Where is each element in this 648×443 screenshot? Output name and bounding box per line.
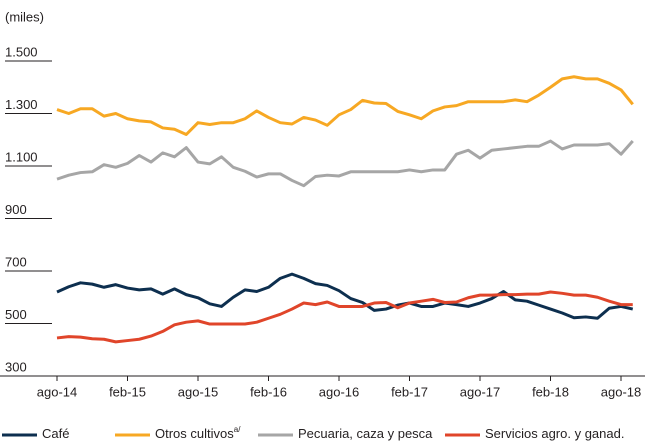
legend-label: Otros cultivosa/ bbox=[155, 425, 241, 441]
legend-label: Servicios agro. y ganad. bbox=[485, 426, 624, 441]
legend-name: Pecuaria, caza y pesca bbox=[298, 426, 433, 441]
y-tick-label: 300 bbox=[5, 359, 27, 374]
y-tick-label: 1.300 bbox=[5, 97, 38, 112]
x-tick-label: feb-15 bbox=[109, 384, 146, 399]
legend-label: Pecuaria, caza y pesca bbox=[298, 426, 433, 441]
y-tick-label: 1.500 bbox=[5, 44, 38, 59]
y-tick-label: 1.100 bbox=[5, 149, 38, 164]
y-axis-unit: (miles) bbox=[5, 9, 44, 24]
legend-name: Otros cultivos bbox=[155, 426, 234, 441]
legend-superscript: a/ bbox=[234, 425, 241, 434]
legend-name: Café bbox=[42, 426, 69, 441]
series-line bbox=[56, 290, 633, 344]
series-line bbox=[56, 272, 634, 320]
x-tick-label: ago-18 bbox=[601, 384, 641, 399]
series-line bbox=[56, 139, 634, 188]
y-tick-label: 500 bbox=[5, 307, 27, 322]
series-line bbox=[56, 75, 634, 136]
legend-name: Servicios agro. y ganad. bbox=[485, 426, 624, 441]
x-tick-label: ago-14 bbox=[37, 384, 77, 399]
x-tick-label: ago-16 bbox=[319, 384, 359, 399]
x-tick-label: feb-17 bbox=[391, 384, 428, 399]
y-tick-label: 700 bbox=[5, 254, 27, 269]
x-tick-label: ago-15 bbox=[178, 384, 218, 399]
y-tick-label: 900 bbox=[5, 202, 27, 217]
legend-label: Café bbox=[42, 426, 69, 441]
x-tick-label: ago-17 bbox=[460, 384, 500, 399]
x-tick-label: feb-16 bbox=[250, 384, 287, 399]
x-tick-label: feb-18 bbox=[532, 384, 569, 399]
